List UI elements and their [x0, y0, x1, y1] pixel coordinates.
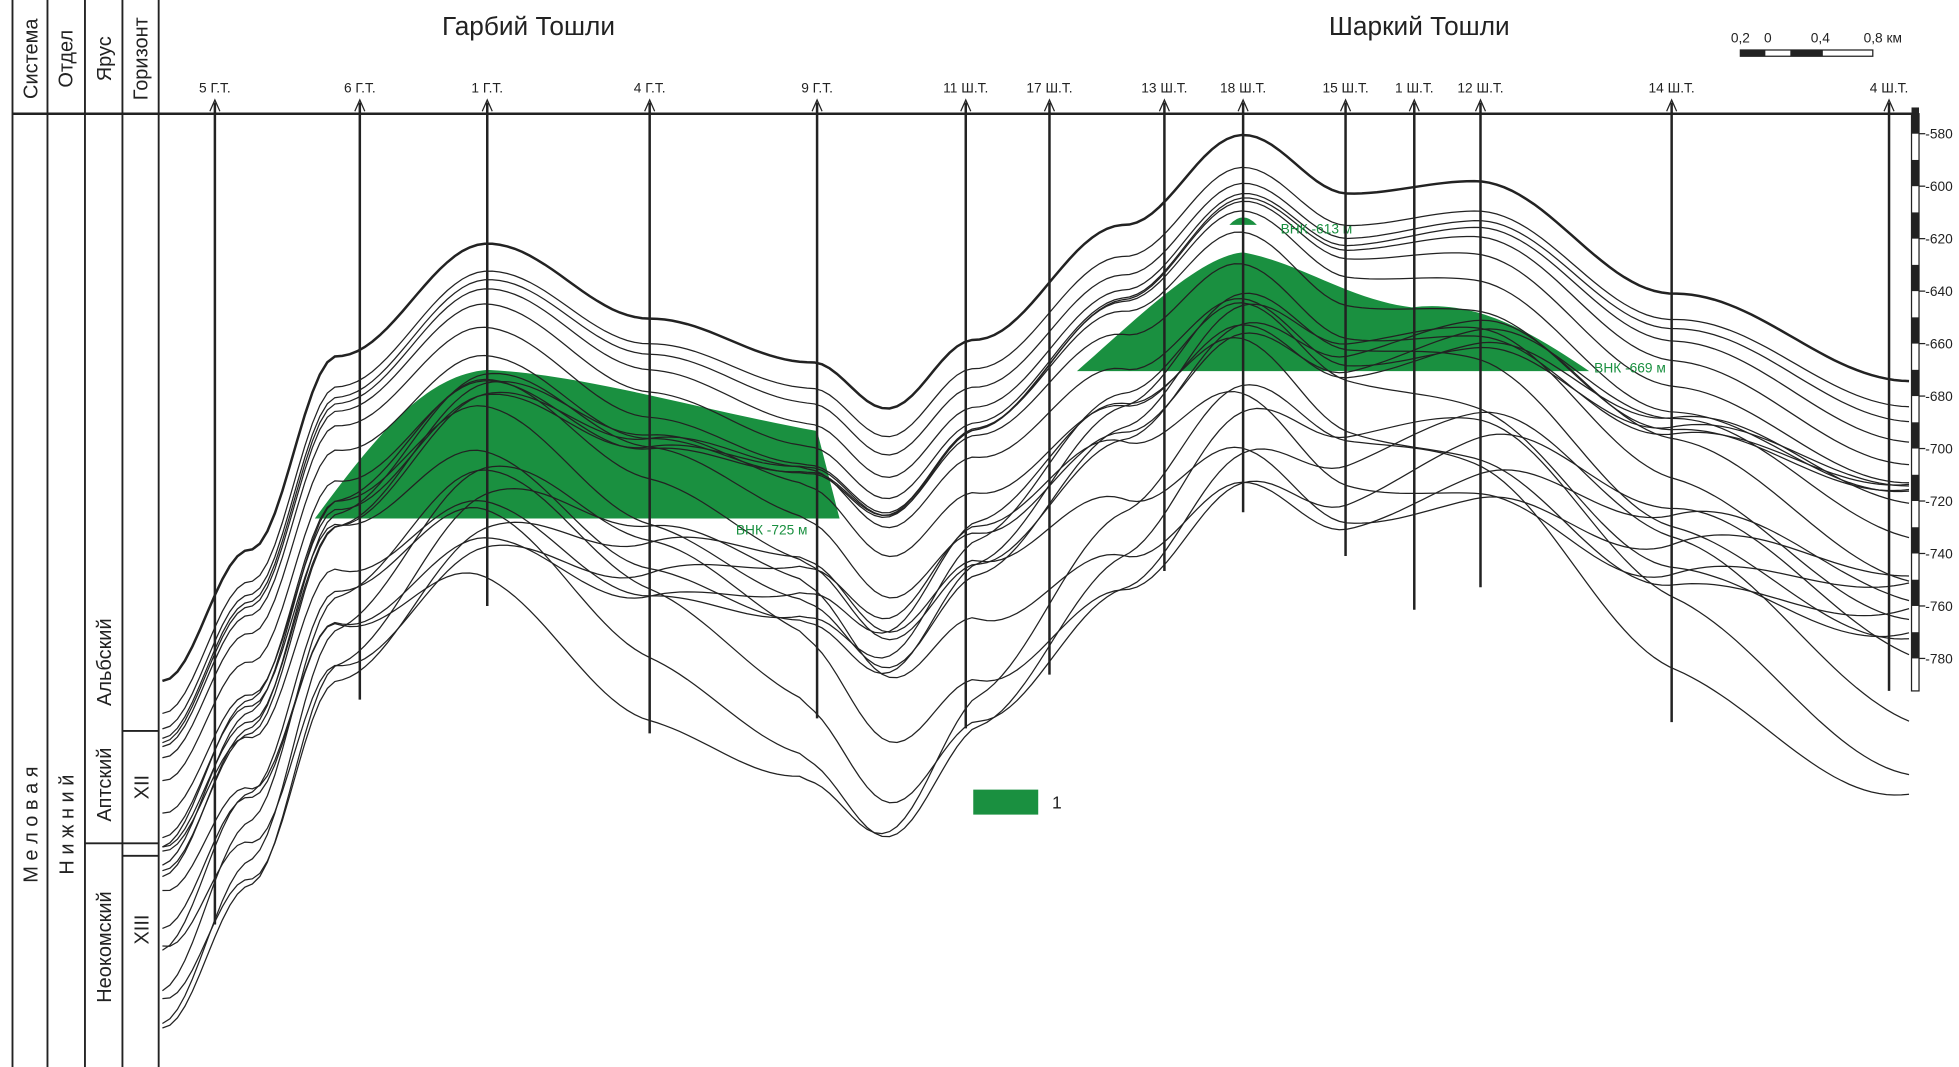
- area-title: Шаркий Тошли: [1329, 11, 1510, 41]
- depth-label: -680: [1925, 389, 1953, 404]
- well-label: 15 Ш.Т.: [1322, 80, 1368, 95]
- depth-label: -760: [1925, 599, 1953, 614]
- contact-label: ВНК -613 м: [1281, 222, 1353, 237]
- depth-segment: [1912, 422, 1919, 448]
- depth-segment: [1912, 265, 1919, 291]
- depth-label: -600: [1925, 179, 1953, 194]
- stage-label: Аптский: [94, 748, 116, 822]
- stage-label: Неокомский: [94, 891, 116, 1002]
- well-label: 6 Г.Т.: [344, 80, 376, 95]
- cross-section: Система Отдел Ярус Горизонт М е л о в а …: [0, 0, 1959, 1067]
- scale-label: 0,8 км: [1864, 31, 1902, 46]
- depth-segment: [1912, 107, 1919, 133]
- depth-segment: [1912, 475, 1919, 501]
- well-label: 17 Ш.Т.: [1026, 80, 1072, 95]
- scale-label: 0: [1764, 31, 1772, 46]
- horizon-label: XIII: [132, 915, 154, 945]
- depth-label: -620: [1925, 232, 1953, 247]
- legend-label: 1: [1052, 792, 1062, 812]
- depth-scale: -580 -600 -620 -640 -660 -680 -700 -720 -740 -760…: [1912, 107, 1954, 690]
- well-label: 1 Ш.Т.: [1395, 80, 1434, 95]
- division-label: Н и ж н и й: [57, 775, 79, 875]
- depth-segment: [1912, 580, 1919, 606]
- depth-label: -660: [1925, 337, 1953, 352]
- well-label: 11 Ш.Т.: [943, 80, 988, 95]
- area-title: Гарбий Тошли: [442, 11, 615, 41]
- scale-label: 0,2: [1731, 31, 1750, 46]
- stratum-line: [162, 470, 1909, 1028]
- legend-swatch: [973, 790, 1038, 815]
- well-label: 13 Ш.Т.: [1141, 80, 1187, 95]
- column-header: Отдел: [55, 30, 77, 88]
- depth-label: -720: [1925, 494, 1953, 509]
- horizon-label: XII: [132, 775, 154, 799]
- column-header: Ярус: [94, 36, 116, 81]
- depth-segment: [1912, 632, 1919, 658]
- depth-label: -640: [1925, 284, 1953, 299]
- well-label: 4 Ш.Т.: [1870, 80, 1909, 95]
- depth-segment: [1912, 317, 1919, 343]
- system-label: М е л о в а я: [20, 766, 42, 882]
- stratum-line: [162, 304, 1909, 847]
- well-label: 4 Г.Т.: [634, 80, 666, 95]
- scale-bar: 0,2 0 0,4 0,8 км: [1731, 31, 1902, 57]
- well-label: 18 Ш.Т.: [1220, 80, 1266, 95]
- scale-label: 0,4: [1811, 31, 1830, 46]
- stage-label: Альбский: [94, 618, 116, 706]
- well-label: 14 Ш.Т.: [1649, 80, 1695, 95]
- depth-segment: [1912, 370, 1919, 396]
- column-header: Горизонт: [130, 17, 152, 100]
- well-label: 5 Г.Т.: [199, 80, 231, 95]
- layers: [162, 135, 1909, 1028]
- depth-label: -780: [1925, 651, 1953, 666]
- contact-label: ВНК -669 м: [1594, 360, 1666, 375]
- oil-body: [315, 370, 840, 519]
- depth-segment: [1912, 160, 1919, 186]
- well-label: 1 Г.Т.: [471, 80, 503, 95]
- depth-segment: [1912, 212, 1919, 238]
- depth-label: -700: [1925, 442, 1953, 457]
- contact-label: ВНК -725 м: [736, 523, 808, 538]
- stratum-line: [162, 264, 1909, 813]
- well-label: 9 Г.Т.: [801, 80, 833, 95]
- column-header: Система: [20, 18, 42, 99]
- depth-segment: [1912, 527, 1919, 553]
- depth-label: -740: [1925, 546, 1953, 561]
- well-label: 12 Ш.Т.: [1457, 80, 1503, 95]
- stratum-line: [162, 447, 1909, 998]
- depth-label: -580: [1925, 127, 1953, 142]
